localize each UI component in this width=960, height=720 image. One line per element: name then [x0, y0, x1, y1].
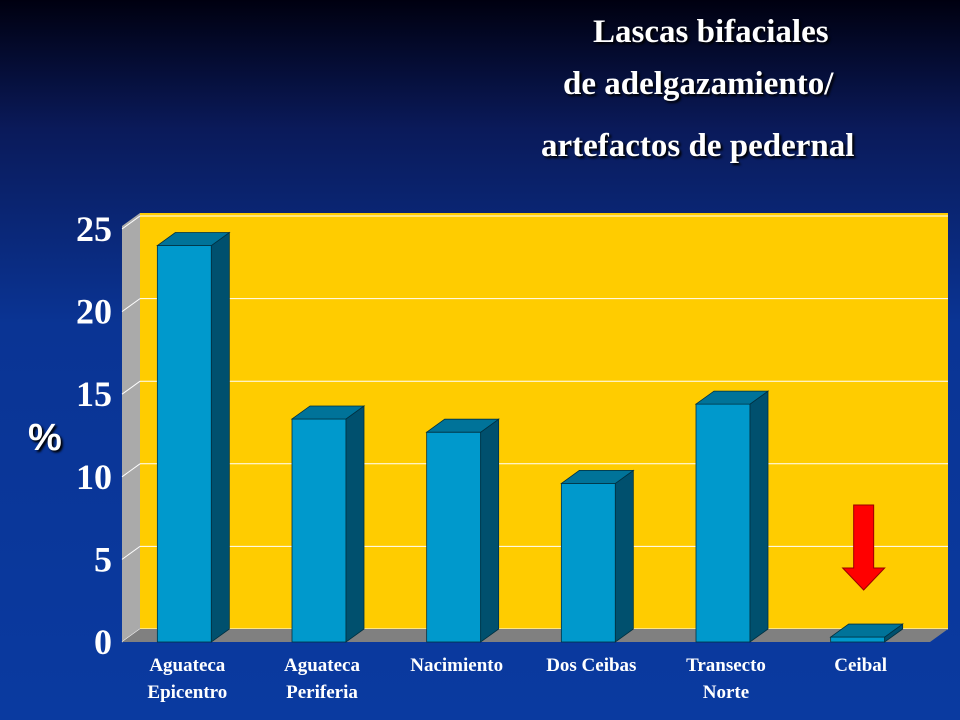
- plot-back-wall: [140, 213, 948, 629]
- bar: [291, 418, 347, 643]
- bar-side: [749, 390, 769, 643]
- red-arrow-annotation: [841, 504, 886, 591]
- bar: [560, 483, 616, 643]
- gridline-side: [121, 215, 141, 230]
- bar-top: [290, 405, 366, 420]
- y-tick-label: 0: [94, 622, 112, 662]
- bar-top: [156, 232, 231, 246]
- y-axis-label: %: [28, 417, 62, 459]
- x-category-label: Ceibal: [834, 655, 887, 676]
- x-category-label: Periferia: [286, 682, 358, 703]
- y-tick-label: 25: [76, 209, 112, 249]
- plot-side-wall: [122, 213, 140, 642]
- x-category-label: Nacimiento: [410, 655, 503, 676]
- x-category-label: Dos Ceibas: [546, 655, 636, 676]
- x-category-label: Aguateca: [284, 655, 360, 676]
- bar-top: [425, 418, 500, 433]
- gridline-side: [121, 463, 141, 478]
- bar-side: [480, 418, 500, 643]
- bar: [830, 636, 886, 643]
- bar-side: [614, 469, 634, 643]
- bar: [156, 245, 212, 643]
- x-category-label: Epicentro: [147, 682, 227, 703]
- x-category-label: Aguateca: [149, 655, 225, 676]
- plot-floor: [122, 629, 948, 642]
- gridline-side: [121, 380, 141, 395]
- bar: [695, 403, 751, 643]
- bar-side: [345, 405, 365, 643]
- bar: [426, 431, 482, 643]
- bar-top: [829, 623, 904, 638]
- y-tick-label: 10: [76, 457, 112, 497]
- bar-top: [560, 470, 635, 484]
- y-tick-label: 20: [76, 292, 112, 332]
- x-category-label: Transecto: [686, 655, 766, 676]
- chart-title-line-3: artefactos de pedernal: [541, 128, 855, 164]
- chart-title-line-2: de adelgazamiento/: [563, 66, 834, 102]
- gridline-side: [121, 298, 141, 313]
- gridline-side: [121, 545, 141, 560]
- bar-top: [694, 390, 770, 405]
- chart-title-line-1: Lascas bifaciales: [593, 14, 829, 50]
- x-category-label: Norte: [703, 682, 749, 703]
- y-tick-label: 15: [76, 374, 112, 414]
- bar-side: [210, 231, 230, 643]
- y-tick-label: 5: [94, 539, 112, 579]
